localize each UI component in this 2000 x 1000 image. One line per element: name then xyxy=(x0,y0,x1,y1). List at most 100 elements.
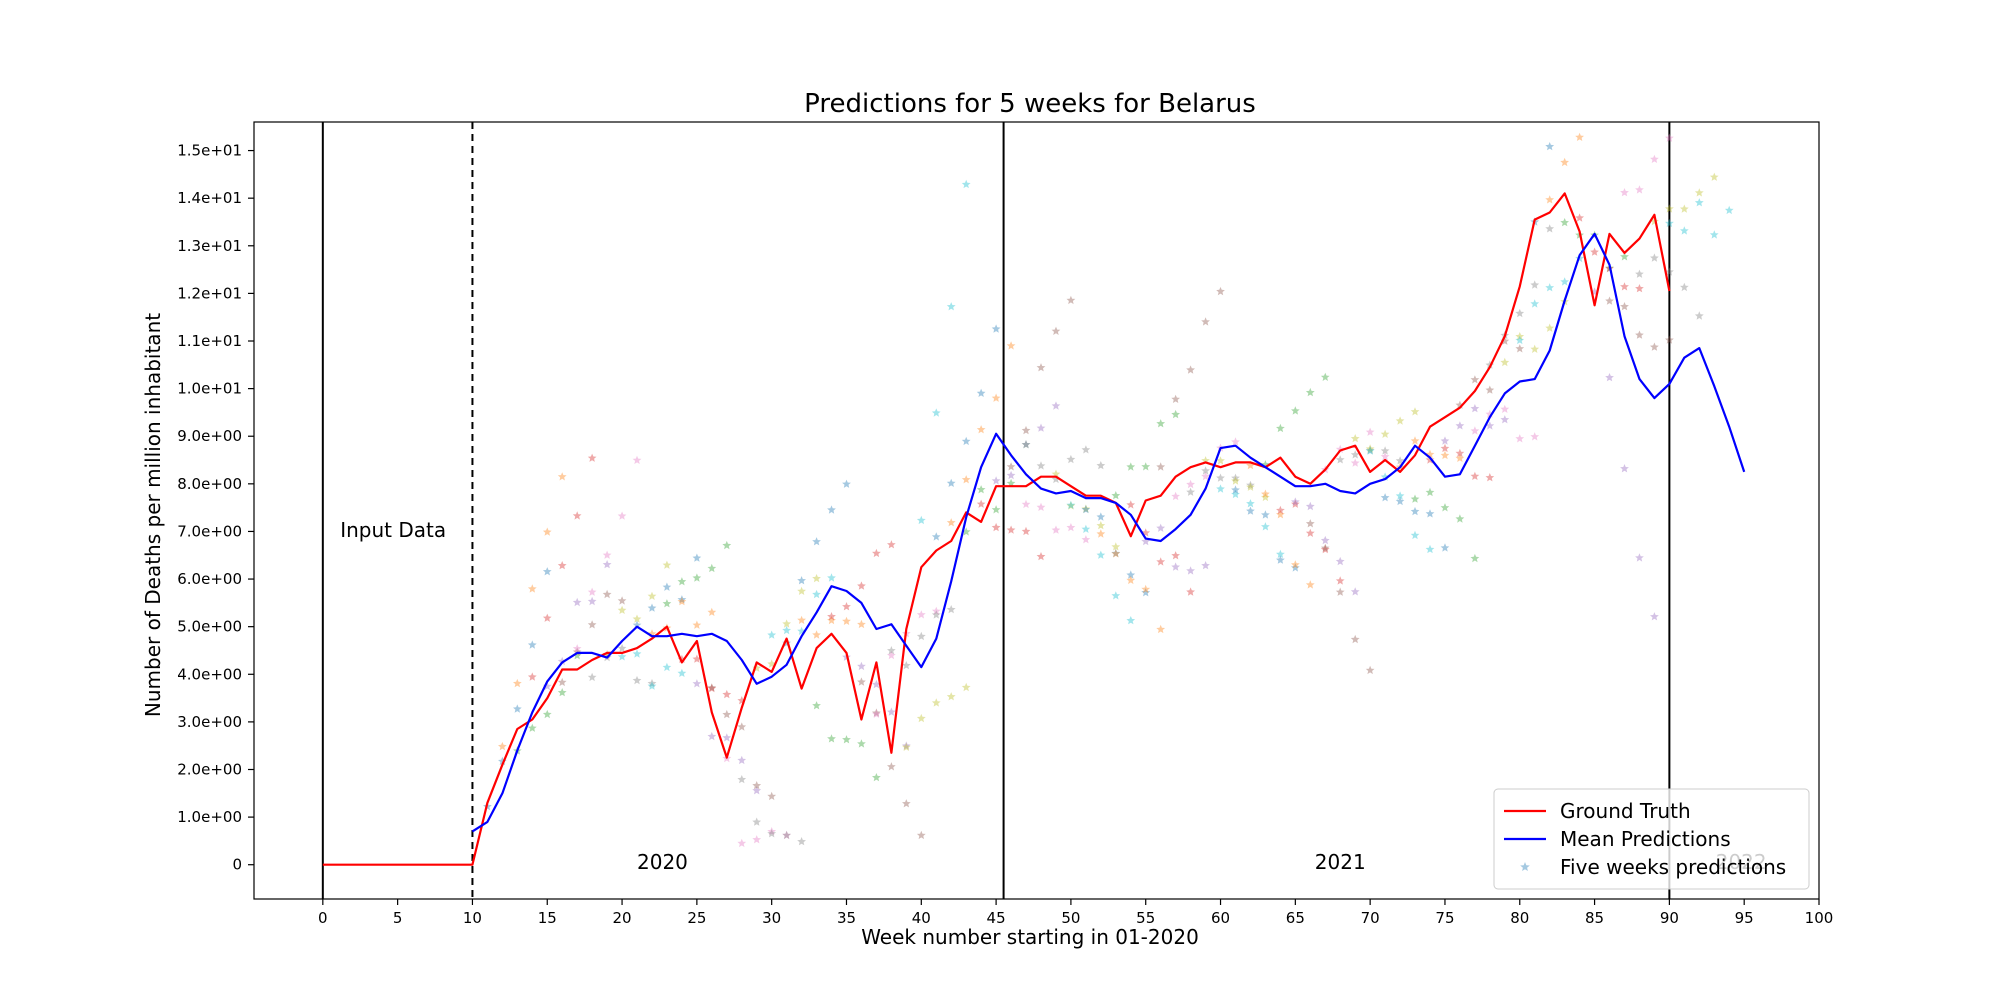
prediction-star xyxy=(1276,505,1285,515)
y-tick-label: 1.4e+01 xyxy=(177,189,242,207)
prediction-star xyxy=(707,607,717,616)
prediction-star xyxy=(1650,154,1659,163)
prediction-star xyxy=(1305,580,1315,589)
prediction-star xyxy=(722,733,732,742)
prediction-star xyxy=(1575,213,1584,222)
prediction-star xyxy=(1350,458,1360,467)
y-tick-label: 1.3e+01 xyxy=(177,237,242,255)
x-tick-label: 70 xyxy=(1361,909,1380,927)
prediction-star xyxy=(1410,436,1420,445)
prediction-star xyxy=(1276,510,1285,519)
prediction-star xyxy=(1006,341,1016,350)
prediction-star xyxy=(887,650,896,660)
prediction-star xyxy=(1635,269,1644,278)
prediction-star xyxy=(1635,284,1644,293)
prediction-star xyxy=(527,723,537,732)
prediction-star xyxy=(931,698,941,707)
prediction-star xyxy=(1455,421,1465,430)
prediction-star xyxy=(647,681,657,690)
prediction-star xyxy=(767,659,777,668)
prediction-star xyxy=(842,616,851,625)
prediction-star xyxy=(692,679,702,688)
prediction-star xyxy=(1066,523,1076,532)
mean-predictions-line xyxy=(471,232,1746,833)
chart-title: Predictions for 5 weeks for Belarus xyxy=(804,89,1256,119)
prediction-star xyxy=(931,606,941,615)
prediction-star xyxy=(1635,185,1644,194)
x-tick-label: 25 xyxy=(687,909,706,927)
prediction-star xyxy=(1410,407,1420,416)
prediction-star xyxy=(872,679,881,689)
prediction-star xyxy=(1395,416,1405,425)
prediction-star xyxy=(1455,514,1465,523)
prediction-star xyxy=(1186,566,1195,575)
prediction-star xyxy=(1620,464,1629,473)
prediction-star xyxy=(572,651,582,660)
prediction-star xyxy=(827,612,836,621)
prediction-star xyxy=(647,678,657,688)
prediction-star xyxy=(557,688,567,697)
prediction-star xyxy=(513,704,522,713)
prediction-star xyxy=(961,475,971,484)
prediction-star xyxy=(1350,450,1360,459)
prediction-star xyxy=(931,408,941,417)
prediction-star xyxy=(1246,480,1255,489)
prediction-star xyxy=(1410,506,1420,516)
prediction-star xyxy=(767,829,777,838)
prediction-star xyxy=(1335,576,1345,585)
prediction-star xyxy=(1694,311,1704,320)
prediction-star xyxy=(1141,462,1151,471)
prediction-star xyxy=(1201,466,1210,475)
plot-frame xyxy=(253,121,1820,900)
prediction-star xyxy=(1081,505,1091,514)
prediction-star xyxy=(1021,526,1031,536)
y-tick-label: 1.2e+01 xyxy=(177,284,242,302)
prediction-star xyxy=(857,661,866,671)
prediction-star xyxy=(1021,440,1031,449)
prediction-star xyxy=(1096,461,1106,470)
prediction-star xyxy=(1515,308,1525,318)
prediction-star xyxy=(1291,563,1300,572)
vertical-markers-layer xyxy=(321,122,1671,899)
annotation-1: 2020 xyxy=(637,850,688,874)
prediction-star xyxy=(1680,226,1689,235)
prediction-star xyxy=(991,393,1001,402)
prediction-star xyxy=(1410,494,1420,503)
prediction-star xyxy=(902,742,911,751)
prediction-star xyxy=(1051,474,1061,484)
prediction-star xyxy=(991,522,1001,532)
x-tick-label: 85 xyxy=(1585,909,1604,927)
prediction-star xyxy=(617,652,627,661)
prediction-star xyxy=(1021,440,1031,449)
prediction-star xyxy=(1530,280,1540,289)
prediction-star xyxy=(1201,561,1210,570)
prediction-star xyxy=(767,630,777,639)
y-tick-label: 8.0e+00 xyxy=(177,475,242,493)
prediction-star xyxy=(1066,500,1076,509)
prediction-star xyxy=(1335,587,1345,596)
prediction-star xyxy=(1006,525,1016,534)
x-tick-label: 80 xyxy=(1510,909,1529,927)
y-tick-label: 7.0e+00 xyxy=(177,522,242,540)
prediction-star xyxy=(737,755,747,765)
prediction-star xyxy=(542,527,552,536)
prediction-star xyxy=(1141,588,1151,597)
prediction-star xyxy=(961,682,971,692)
prediction-star xyxy=(1066,454,1076,464)
prediction-star xyxy=(527,640,537,649)
x-tick-label: 30 xyxy=(762,909,781,927)
prediction-star xyxy=(1515,434,1525,443)
prediction-star xyxy=(602,560,612,569)
prediction-star xyxy=(1650,253,1659,262)
prediction-star xyxy=(1470,404,1480,413)
prediction-star xyxy=(722,689,732,699)
legend-marker-five-weeks xyxy=(1520,862,1530,871)
prediction-star xyxy=(812,630,821,639)
prediction-star xyxy=(1171,394,1180,403)
prediction-star xyxy=(632,455,642,464)
y-tick-label: 0 xyxy=(232,856,242,874)
prediction-star xyxy=(827,615,836,625)
prediction-star xyxy=(632,675,642,685)
prediction-star xyxy=(632,649,642,658)
prediction-star xyxy=(587,672,597,682)
